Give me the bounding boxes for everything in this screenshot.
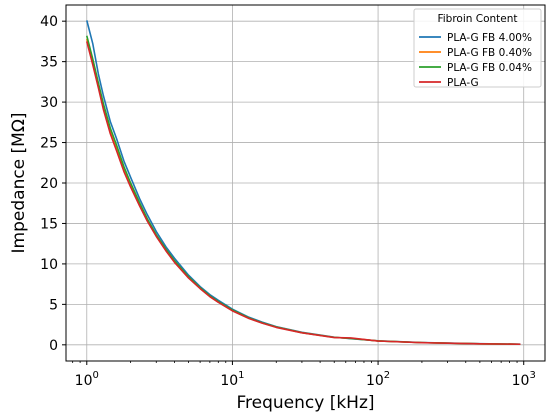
- legend-box: [413, 8, 542, 88]
- series-layer: [86, 20, 521, 346]
- legend-label: PLA-G FB 0.40%: [447, 47, 532, 59]
- series-line: [86, 41, 521, 346]
- legend-label: PLA-G: [447, 77, 479, 89]
- y-tick-label: 10: [40, 257, 58, 273]
- grid: [66, 5, 545, 361]
- x-axis-label: Frequency [kHz]: [236, 393, 374, 413]
- legend-entries: PLA-G FB 4.00% PLA-G FB 0.40% PLA-G FB 0.0…: [419, 32, 532, 89]
- y-tick-label: 30: [40, 95, 58, 111]
- x-tick-label: 103: [512, 370, 536, 389]
- legend-title: Fibroin Content: [437, 13, 517, 25]
- y-axis-label: Impedance [MΩ]: [9, 113, 29, 254]
- x-tick-label: 100: [75, 370, 99, 389]
- x-tick-label: 101: [220, 370, 244, 389]
- legend-label: PLA-G FB 4.00%: [447, 32, 532, 44]
- x-tick-label: 102: [366, 370, 390, 389]
- legend: Fibroin Content PLA-G FB 4.00% PLA-G FB 0…: [413, 8, 542, 89]
- y-tick-label: 40: [40, 14, 58, 30]
- y-tick-label: 5: [49, 297, 58, 313]
- y-tick-label: 35: [40, 55, 58, 71]
- legend-label: PLA-G FB 0.04%: [447, 62, 532, 74]
- y-tick-label: 15: [40, 216, 58, 232]
- ticks: 100 101 102 103 0 5 10 15 20 25 30 35 40: [40, 14, 536, 389]
- y-tick-label: 25: [40, 136, 58, 152]
- y-tick-label: 20: [40, 176, 58, 192]
- y-tick-label: 0: [49, 338, 58, 354]
